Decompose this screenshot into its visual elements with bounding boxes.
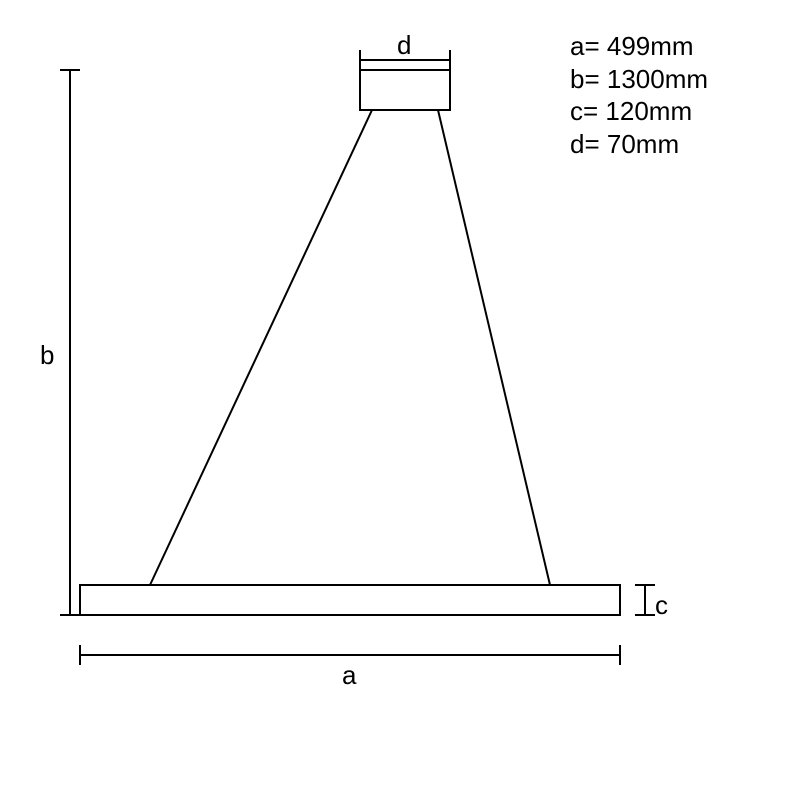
dimension-label-d: d xyxy=(397,30,411,61)
legend-row-c: c= 120mm xyxy=(570,95,708,128)
dimension-label-a: a xyxy=(342,660,356,691)
diagram-container: d b a c a= 499mmb= 1300mmc= 120mmd= 70mm xyxy=(0,0,800,800)
dimension-label-c: c xyxy=(655,590,668,621)
legend-row-a: a= 499mm xyxy=(570,30,708,63)
legend-row-b: b= 1300mm xyxy=(570,63,708,96)
legend-row-d: d= 70mm xyxy=(570,128,708,161)
dimension-label-b: b xyxy=(40,340,54,371)
dimension-legend: a= 499mmb= 1300mmc= 120mmd= 70mm xyxy=(570,30,708,160)
